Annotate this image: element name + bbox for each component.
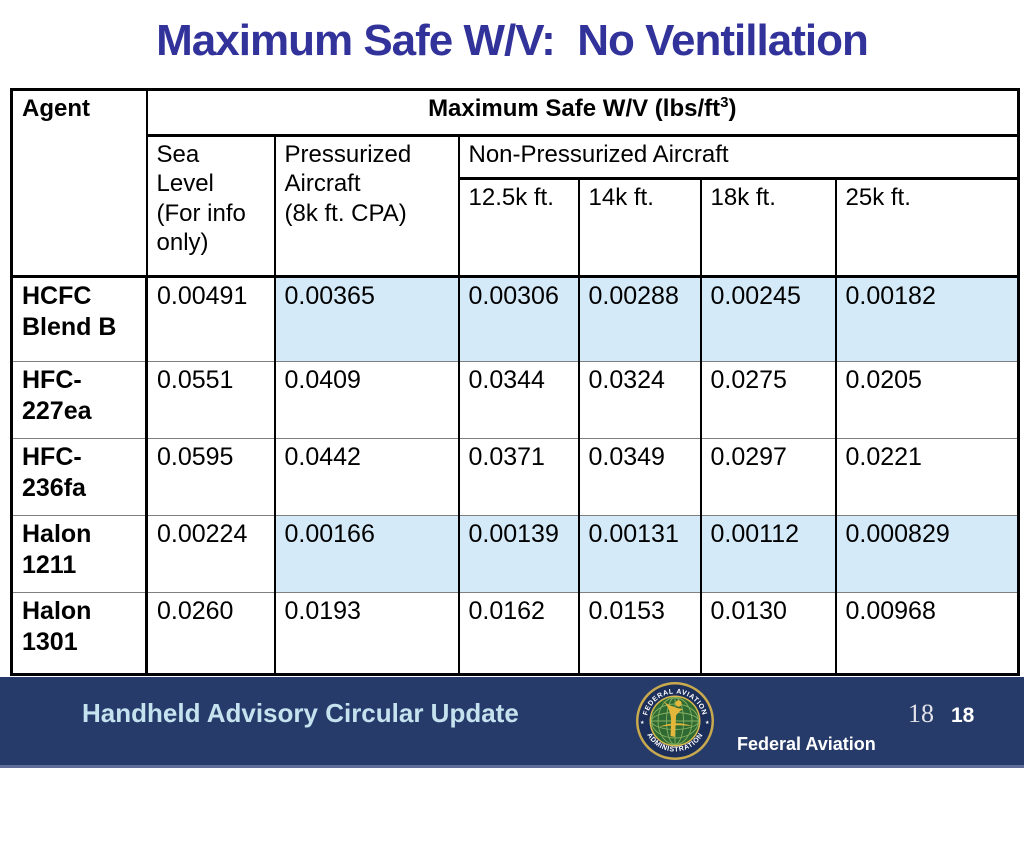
footer-bar: Handheld Advisory Circular Update FEDERA… (0, 677, 1024, 816)
table-row-hfc-227ea: HFC- 227ea 0.0551 0.0409 0.0344 0.0324 0… (10, 361, 1020, 439)
agent-cell: HFC- 236fa (10, 438, 148, 516)
faa-seal-icon: FEDERAL AVIATION ADMINISTRATION ★ ★ (636, 682, 714, 760)
value-cell: 0.00245 (699, 275, 837, 362)
value-cell: 0.00166 (273, 515, 460, 593)
value-cell: 0.00288 (577, 275, 702, 362)
value-cell: 0.00131 (577, 515, 702, 593)
seal-star-left-icon: ★ (640, 720, 645, 726)
column-header-25k-ft: 25k ft. (834, 177, 1020, 278)
value-cell: 0.00491 (145, 275, 276, 362)
value-cell: 0.0297 (699, 438, 837, 516)
agent-cell: Halon 1301 (10, 592, 148, 675)
value-cell: 0.00224 (145, 515, 276, 593)
footer-bottom-divider (0, 765, 1024, 768)
value-cell: 0.00182 (834, 275, 1020, 362)
column-header-12-5k-ft: 12.5k ft. (457, 177, 580, 278)
value-cell: 0.0551 (145, 361, 276, 439)
value-cell: 0.0193 (273, 592, 460, 675)
value-cell: 0.00968 (834, 592, 1020, 675)
value-cell: 0.00365 (273, 275, 460, 362)
agent-cell: HFC- 227ea (10, 361, 148, 439)
column-header-sea-level: Sea Level (For info only) (145, 134, 276, 278)
column-header-agent: Agent (10, 88, 148, 278)
value-cell: 0.0205 (834, 361, 1020, 439)
footer-title: Handheld Advisory Circular Update (82, 698, 519, 728)
value-cell: 0.0344 (457, 361, 580, 439)
value-cell: 0.0153 (577, 592, 702, 675)
main-header-superscript: 3 (720, 94, 729, 111)
column-header-14k-ft: 14k ft. (577, 177, 702, 278)
table-row-hfc-236fa: HFC- 236fa 0.0595 0.0442 0.0371 0.0349 0… (10, 438, 1020, 516)
table-main-header: Maximum Safe W/V (lbs/ft3) (145, 88, 1020, 137)
seal-star-right-icon: ★ (705, 720, 710, 726)
column-header-non-pressurized-aircraft: Non-Pressurized Aircraft (457, 134, 1020, 180)
value-cell: 0.0371 (457, 438, 580, 516)
value-cell: 0.0221 (834, 438, 1020, 516)
value-cell: 0.00139 (457, 515, 580, 593)
slide-title: Maximum Safe W/V: No Ventillation (156, 16, 869, 65)
value-cell: 0.00112 (699, 515, 837, 593)
value-cell: 0.0162 (457, 592, 580, 675)
column-header-pressurized-aircraft: Pressurized Aircraft (8k ft. CPA) (273, 134, 460, 278)
seal-gold-figure (659, 700, 692, 737)
max-safe-wv-table: Agent Maximum Safe W/V (lbs/ft3) Sea Lev… (10, 88, 1021, 676)
agent-cell: Halon 1211 (10, 515, 148, 593)
org-line2: Administration (737, 796, 865, 817)
federal-aviation-administration-label: Federal Aviation Administration (737, 693, 876, 859)
slide-page-number: 18 (908, 699, 934, 728)
value-cell: 0.0324 (577, 361, 702, 439)
value-cell: 0.000829 (834, 515, 1020, 593)
viewer-page-number: 18 (951, 704, 975, 727)
value-cell: 0.0260 (145, 592, 276, 675)
value-cell: 0.0275 (699, 361, 837, 439)
value-cell: 0.0442 (273, 438, 460, 516)
agent-cell: HCFC Blend B (10, 275, 148, 362)
value-cell: 0.00306 (457, 275, 580, 362)
value-cell: 0.0349 (577, 438, 702, 516)
main-header-close-paren: ) (728, 95, 737, 122)
org-line1: Federal Aviation (737, 734, 876, 755)
table-row-hcfc-blend-b: HCFC Blend B 0.00491 0.00365 0.00306 0.0… (10, 275, 1020, 362)
main-header-text: Maximum Safe W/V (lbs/ft (428, 95, 721, 122)
table-row-halon-1301: Halon 1301 0.0260 0.0193 0.0162 0.0153 0… (10, 592, 1020, 675)
table-row-halon-1211: Halon 1211 0.00224 0.00166 0.00139 0.001… (10, 515, 1020, 593)
column-header-18k-ft: 18k ft. (699, 177, 837, 278)
value-cell: 0.0130 (699, 592, 837, 675)
value-cell: 0.0409 (273, 361, 460, 439)
value-cell: 0.0595 (145, 438, 276, 516)
